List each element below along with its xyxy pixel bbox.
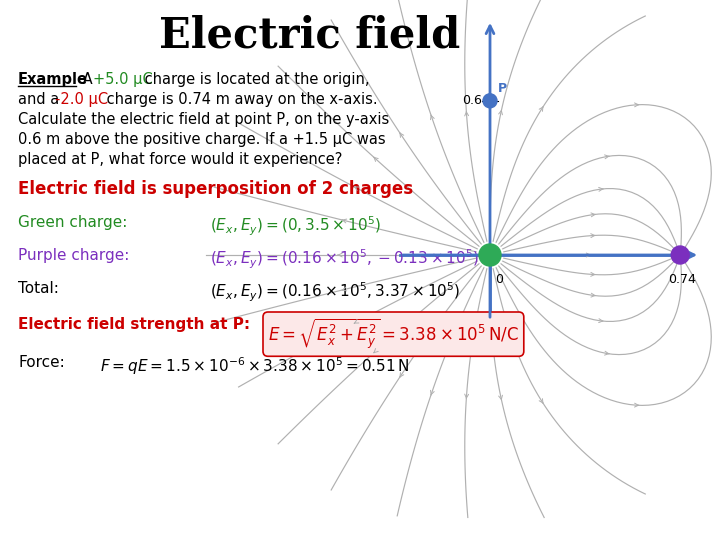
Text: Calculate the electric field at point P, on the y-axis: Calculate the electric field at point P,… xyxy=(18,112,390,127)
Text: charge is 0.74 m away on the x-axis.: charge is 0.74 m away on the x-axis. xyxy=(102,92,377,107)
Circle shape xyxy=(479,244,501,266)
Text: A: A xyxy=(78,72,97,87)
Text: $(E_x, E_y) = (0, 3.5 \times 10^5)$: $(E_x, E_y) = (0, 3.5 \times 10^5)$ xyxy=(210,215,381,238)
Text: -2.0 μC: -2.0 μC xyxy=(55,92,108,107)
Text: charge is located at the origin,: charge is located at the origin, xyxy=(140,72,369,87)
Circle shape xyxy=(671,246,689,264)
Text: and a: and a xyxy=(18,92,64,107)
Text: P: P xyxy=(498,82,507,95)
Text: Total:: Total: xyxy=(18,281,59,296)
Text: 0.6: 0.6 xyxy=(462,94,482,107)
Text: Electric field: Electric field xyxy=(159,14,461,56)
Text: $E = \sqrt{E_x^2 + E_y^2} = 3.38 \times 10^5 \, \mathrm{N/C}$: $E = \sqrt{E_x^2 + E_y^2} = 3.38 \times … xyxy=(268,317,519,352)
Text: Electric field strength at P:: Electric field strength at P: xyxy=(18,317,250,332)
Text: $(E_x, E_y) = (0.16 \times 10^5, -0.13 \times 10^5)$: $(E_x, E_y) = (0.16 \times 10^5, -0.13 \… xyxy=(210,248,480,271)
Text: Force:: Force: xyxy=(18,355,65,370)
Text: 0: 0 xyxy=(495,273,503,286)
Text: Green charge:: Green charge: xyxy=(18,215,127,230)
Text: placed at P, what force would it experience?: placed at P, what force would it experie… xyxy=(18,152,343,167)
Text: Purple charge:: Purple charge: xyxy=(18,248,130,263)
Text: 0.6 m above the positive charge. If a +1.5 μC was: 0.6 m above the positive charge. If a +1… xyxy=(18,132,386,147)
Text: Electric field is superposition of 2 charges: Electric field is superposition of 2 cha… xyxy=(18,180,413,198)
Circle shape xyxy=(483,94,497,108)
Text: $F = qE = 1.5 \times 10^{-6} \times 3.38 \times 10^5 = 0.51 \, \mathrm{N}$: $F = qE = 1.5 \times 10^{-6} \times 3.38… xyxy=(100,355,410,377)
Text: 0.74: 0.74 xyxy=(668,273,696,286)
Text: +5.0 μC: +5.0 μC xyxy=(93,72,153,87)
Text: Example: Example xyxy=(18,72,88,87)
Text: $(E_x, E_y) = (0.16 \times 10^5, 3.37 \times 10^5)$: $(E_x, E_y) = (0.16 \times 10^5, 3.37 \t… xyxy=(210,281,461,305)
